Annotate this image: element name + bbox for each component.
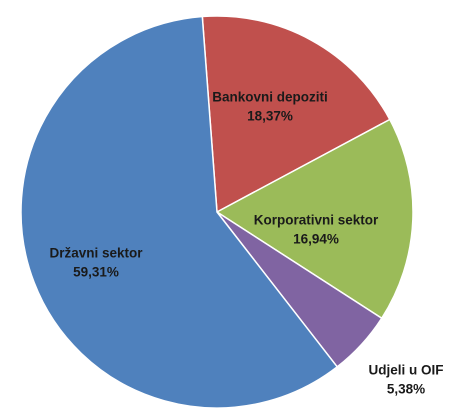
slice-label: Državni sektor [49,246,143,261]
slice-label: Udjeli u OIF [368,363,443,378]
pie-slice [20,15,339,409]
slice-value-label: 5,38% [387,382,425,397]
slice-label: Korporativni sektor [254,213,379,228]
slice-value-label: 16,94% [293,232,339,247]
pie-slice [201,15,391,214]
slice-value-label: 59,31% [73,265,119,280]
pie-slice [215,118,414,320]
slice-label: Bankovni depoziti [212,90,328,105]
slice-value-label: 18,37% [247,109,293,124]
